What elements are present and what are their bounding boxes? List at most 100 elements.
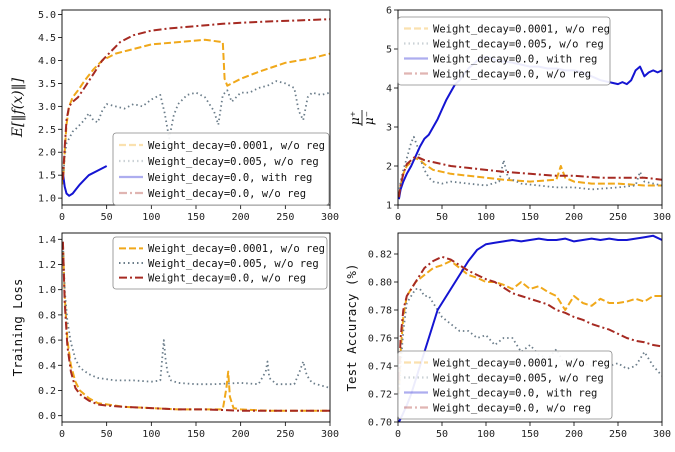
- series-line-1: [398, 157, 662, 198]
- series-line-4: [62, 18, 330, 180]
- y-tick-label: 1.2: [38, 260, 56, 271]
- series-line-3: [62, 165, 108, 197]
- y-tick-label: 4: [386, 84, 392, 95]
- y-tick-label: 5.0: [38, 10, 56, 21]
- y-tick-label: 3.0: [38, 102, 56, 113]
- legend: Weight_decay=0.0001, w/o reg Weight_decay…: [397, 16, 611, 86]
- legend-label: Weight_decay=0.005, w/o reg: [433, 38, 604, 50]
- y-tick-label: 1.4: [38, 235, 56, 246]
- x-tick-label: 150: [187, 429, 205, 440]
- legend-label: Weight_decay=0.0, w/o reg: [148, 272, 306, 284]
- y-tick-label: 0.2: [38, 386, 56, 397]
- series-line-1: [398, 260, 662, 395]
- legend-label: Weight_decay=0.0, w/o reg: [433, 68, 591, 80]
- chart-panel-1: 0 50 100 150 200 250 300 1.0 1.5 2.0 2.5 3.0 3.5 4.0 4…: [10, 9, 339, 223]
- series-line-2: [62, 241, 330, 389]
- y-tick-label: 2: [386, 162, 392, 173]
- legend-box: [112, 236, 328, 290]
- series-line-1: [62, 241, 330, 412]
- legend: Weight_decay=0.0001, w/o reg Weight_decay…: [112, 236, 328, 290]
- legend-label: Weight_decay=0.0, with reg: [433, 53, 597, 65]
- x-tick-label: 300: [653, 429, 671, 440]
- x-tick-label: 300: [321, 212, 339, 223]
- x-tick-label: 0: [59, 429, 65, 440]
- series-line-2: [62, 80, 330, 180]
- legend-label: Weight_decay=0.0001, w/o reg: [148, 140, 325, 152]
- x-tick-label: 300: [321, 429, 339, 440]
- y-tick-label: 0.8: [38, 310, 56, 321]
- y-tick-label: 1.0: [38, 194, 56, 205]
- y-tick-label: 5: [386, 45, 392, 56]
- y-tick-label: 0.4: [38, 361, 56, 372]
- series-line-3: [62, 241, 330, 412]
- x-tick-label: 100: [142, 212, 160, 223]
- x-tick-label: 0: [59, 212, 65, 223]
- legend-label: Weight_decay=0.0, with reg: [148, 172, 312, 184]
- chart-panel-2: 0 50 100 150 200 250 300 1 2 3 4 5 6 μ⁺ μ⁻ Weight_decay…: [348, 6, 671, 224]
- series-line-4: [398, 155, 662, 198]
- legend-box: [397, 16, 611, 86]
- legend-label: Weight_decay=0.0001, w/o reg: [148, 243, 325, 255]
- x-tick-label: 50: [436, 212, 448, 223]
- x-tick-label: 150: [187, 212, 205, 223]
- y-axis-label: Test Accuracy (%): [344, 264, 359, 392]
- y-tick-label: 0.70: [368, 418, 392, 429]
- y-tick-label: 3: [386, 123, 392, 134]
- y-tick-label: 0.6: [38, 336, 56, 347]
- x-tick-label: 50: [101, 429, 113, 440]
- x-tick-label: 0: [395, 429, 401, 440]
- series-line-1: [62, 38, 330, 185]
- x-tick-label: 200: [565, 429, 583, 440]
- legend-label: Weight_decay=0.005, w/o reg: [148, 156, 319, 168]
- x-tick-label: 100: [142, 429, 160, 440]
- series-group: [62, 241, 330, 412]
- y-tick-label: 2.5: [38, 125, 56, 136]
- legend-box: [112, 132, 330, 206]
- y-tick-label: 1.5: [38, 171, 56, 182]
- y-tick-label: 6: [386, 6, 392, 17]
- y-tick-label: 0.0: [38, 411, 56, 422]
- x-tick-label: 100: [477, 429, 495, 440]
- y-tick-label: 0.72: [368, 390, 392, 401]
- legend-label: Weight_decay=0.005, w/o reg: [433, 372, 604, 384]
- x-tick-label: 300: [653, 212, 671, 223]
- x-tick-label: 200: [232, 212, 250, 223]
- chart-panel-4: 0 50 100 150 200 250 300 0.70 0.72 0.74 0.76 0.78 0.…: [344, 232, 671, 440]
- x-tick-label: 100: [477, 212, 495, 223]
- x-tick-label: 150: [521, 212, 539, 223]
- series-line-4: [398, 255, 662, 381]
- legend: Weight_decay=0.0001, w/o reg Weight_decay…: [112, 132, 330, 206]
- y-tick-label: 3.5: [38, 79, 56, 90]
- legend-box: [397, 350, 613, 420]
- y-tick-label: 4.5: [38, 33, 56, 44]
- y-axis-label-denominator: μ⁻: [362, 111, 376, 125]
- legend-label: Weight_decay=0.0001, w/o reg: [433, 23, 610, 35]
- y-tick-label: 1.0: [38, 285, 56, 296]
- series-line-2: [398, 288, 662, 395]
- x-tick-label: 200: [565, 212, 583, 223]
- chart-panel-3: 0 50 100 150 200 250 300 0.0 0.2 0.4 0.6 0.8 1.0 1.2 1…: [10, 232, 339, 440]
- legend-label: Weight_decay=0.0, w/o reg: [148, 188, 306, 200]
- series-group: [62, 18, 330, 197]
- y-tick-label: 0.82: [368, 250, 392, 261]
- x-tick-label: 0: [395, 212, 401, 223]
- y-axis-label: μ⁺ μ⁻: [348, 110, 376, 126]
- y-tick-label: 2.0: [38, 148, 56, 159]
- legend: Weight_decay=0.0001, w/o reg Weight_decay…: [397, 350, 613, 420]
- x-tick-label: 250: [609, 429, 627, 440]
- y-axis-label: E[‖f(x)‖]: [10, 77, 26, 138]
- y-tick-label: 0.78: [368, 306, 392, 317]
- y-tick-label: 0.76: [368, 334, 392, 345]
- legend-label: Weight_decay=0.0, w/o reg: [433, 402, 591, 414]
- y-tick-label: 0.80: [368, 278, 392, 289]
- legend-label: Weight_decay=0.0, with reg: [433, 387, 597, 399]
- x-tick-label: 50: [101, 212, 113, 223]
- legend-label: Weight_decay=0.005, w/o reg: [148, 258, 319, 270]
- y-tick-label: 0.74: [368, 362, 392, 373]
- y-axis-label: Training Loss: [10, 279, 25, 377]
- y-axis-label-numerator: μ⁺: [348, 111, 362, 125]
- series-line-2: [398, 135, 662, 194]
- y-tick-label: 1: [386, 201, 392, 212]
- x-tick-label: 200: [232, 429, 250, 440]
